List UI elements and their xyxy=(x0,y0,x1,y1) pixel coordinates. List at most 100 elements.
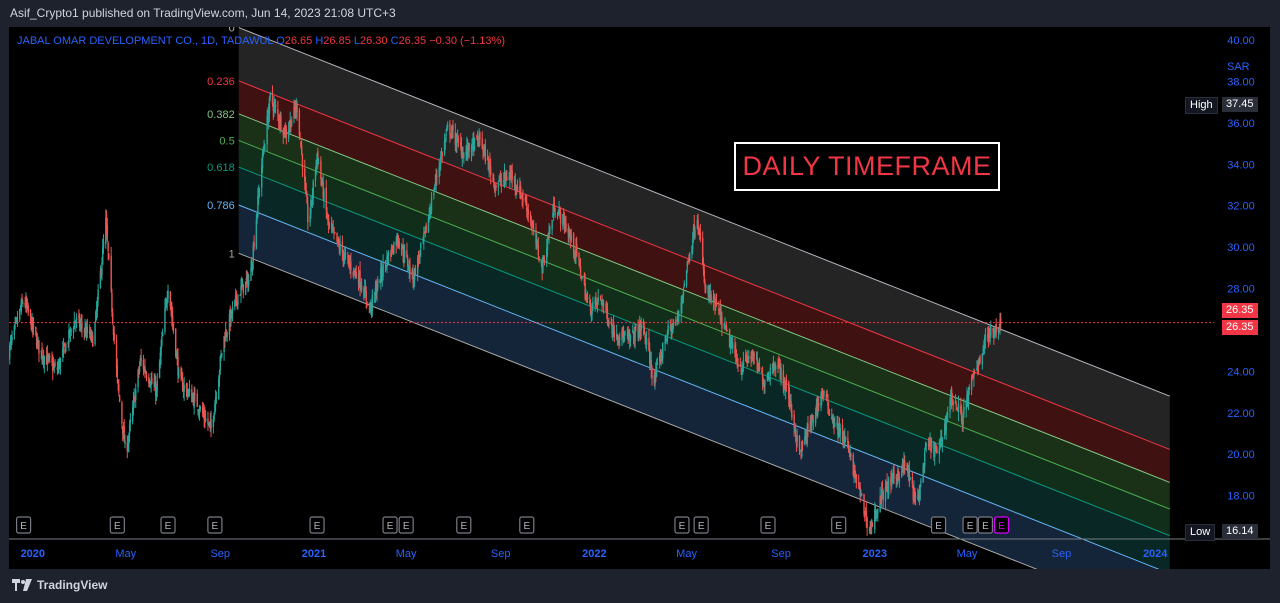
candle-body xyxy=(737,364,739,367)
candle-body xyxy=(64,348,66,354)
candle-body xyxy=(827,398,829,406)
candle-body xyxy=(880,496,882,503)
candle-body xyxy=(643,327,646,334)
candle-body xyxy=(629,333,631,341)
candle-body xyxy=(175,353,178,358)
candle-body xyxy=(736,361,738,366)
candle-body xyxy=(363,288,365,299)
candle-body xyxy=(78,315,80,318)
candle-body xyxy=(810,421,812,426)
candle-body xyxy=(599,296,602,299)
candle-body xyxy=(950,390,952,399)
candle-body xyxy=(645,338,648,345)
candle-body xyxy=(264,145,266,150)
candle-body xyxy=(611,325,613,335)
candle-body xyxy=(616,333,619,339)
candle-body xyxy=(946,413,948,418)
candle-body xyxy=(939,441,941,445)
candle-body xyxy=(506,176,508,181)
x-tick-label: 2023 xyxy=(863,548,887,560)
candle-body xyxy=(503,172,506,180)
candle-body xyxy=(650,360,652,370)
candle-body xyxy=(812,420,815,423)
candle-body xyxy=(556,215,559,217)
candle-body xyxy=(594,298,596,304)
candle-body xyxy=(788,382,790,399)
daily-timeframe-annotation[interactable]: DAILY TIMEFRAME xyxy=(734,142,1000,191)
candle-body xyxy=(327,215,330,226)
currency-label[interactable]: SAR xyxy=(1227,61,1250,73)
candle-body xyxy=(801,441,803,457)
candle-body xyxy=(936,449,938,454)
candle-body xyxy=(583,274,586,285)
candle-body xyxy=(918,493,921,498)
candle-body xyxy=(935,446,937,451)
candle-body xyxy=(334,231,336,234)
fib-line-0.5 xyxy=(238,139,1170,510)
candle-body xyxy=(833,419,835,427)
candle-body xyxy=(962,414,964,426)
candle-body xyxy=(145,372,147,374)
candle-body xyxy=(353,267,355,272)
candle-body xyxy=(898,478,901,482)
earnings-marker xyxy=(977,516,994,534)
candle-body xyxy=(99,270,102,288)
candle-body xyxy=(718,309,721,311)
candle-body xyxy=(208,422,210,424)
candle-body xyxy=(968,387,970,390)
candle-body xyxy=(794,430,797,437)
candle-body xyxy=(520,194,523,197)
candle-body xyxy=(27,305,29,313)
earnings-marker xyxy=(398,516,414,534)
candle-body xyxy=(14,322,16,325)
candle-body xyxy=(774,366,776,370)
candle-body xyxy=(57,366,59,370)
candle-body xyxy=(761,371,763,373)
candle-body xyxy=(37,340,39,342)
candle-body xyxy=(337,238,339,242)
candle-body xyxy=(52,363,54,371)
candle-body xyxy=(32,325,35,327)
candle-body xyxy=(799,451,801,453)
candle-body xyxy=(176,354,178,359)
candle-body xyxy=(595,301,598,304)
fib-label-0.786: 0.786 xyxy=(207,200,235,212)
candle-body xyxy=(140,357,142,361)
candle-body xyxy=(868,529,871,531)
candle-body xyxy=(412,270,414,284)
candle-body xyxy=(729,342,732,349)
candle-body xyxy=(619,338,621,340)
candle-body xyxy=(129,420,132,423)
chart-panel[interactable]: 0 0.236 0.382 0.5 0.618 0.786 1 40.00 38.00 36.00… xyxy=(9,27,1270,569)
candle-body xyxy=(294,106,296,111)
candle-body xyxy=(83,330,85,332)
candle-body xyxy=(166,298,168,303)
tradingview-logo-icon xyxy=(12,579,32,591)
candle-body xyxy=(470,150,473,153)
candle-body xyxy=(160,346,162,356)
candle-body xyxy=(185,384,188,389)
candle-body xyxy=(246,275,248,279)
candle-body xyxy=(581,277,583,279)
candle-body xyxy=(360,287,362,289)
fib-label-0.382: 0.382 xyxy=(207,109,235,121)
candle-body xyxy=(42,356,45,362)
low-tag-label: Low xyxy=(1190,526,1211,538)
earnings-marker xyxy=(760,516,776,534)
earnings-marker-label: E xyxy=(165,521,172,532)
candle-body xyxy=(353,270,356,272)
candle-body xyxy=(236,300,238,305)
candle-body xyxy=(215,396,218,398)
candle-body xyxy=(282,131,284,135)
candle-body xyxy=(698,233,701,235)
candlestick-chart[interactable]: 0 0.236 0.382 0.5 0.618 0.786 1 40.00 38.00 36.00… xyxy=(9,27,1270,569)
open-value: 26.65 xyxy=(284,35,313,47)
candle-body xyxy=(35,326,37,335)
candle-body xyxy=(307,203,309,223)
candle-body xyxy=(995,324,997,334)
candle-body xyxy=(323,190,325,201)
candle-body xyxy=(973,371,976,374)
candle-body xyxy=(757,366,759,372)
candle-body xyxy=(332,228,334,230)
candle-body xyxy=(261,152,264,169)
